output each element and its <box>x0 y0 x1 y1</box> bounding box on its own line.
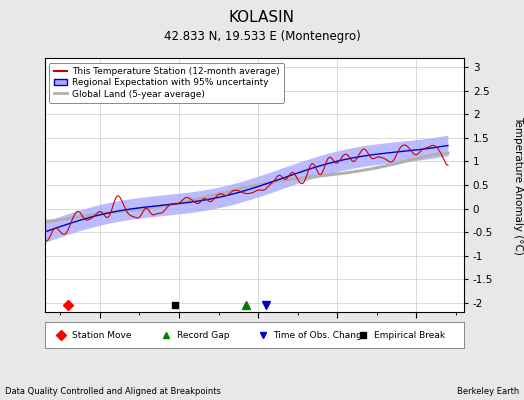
Text: Record Gap: Record Gap <box>177 330 229 340</box>
Text: Time of Obs. Change: Time of Obs. Change <box>273 330 367 340</box>
Text: Station Move: Station Move <box>72 330 132 340</box>
Y-axis label: Temperature Anomaly (°C): Temperature Anomaly (°C) <box>512 116 522 254</box>
Legend: This Temperature Station (12-month average), Regional Expectation with 95% uncer: This Temperature Station (12-month avera… <box>49 62 284 103</box>
Text: Empirical Break: Empirical Break <box>374 330 445 340</box>
Text: Berkeley Earth: Berkeley Earth <box>456 387 519 396</box>
Text: KOLASIN: KOLASIN <box>229 10 295 25</box>
Text: 42.833 N, 19.533 E (Montenegro): 42.833 N, 19.533 E (Montenegro) <box>163 30 361 43</box>
Text: Data Quality Controlled and Aligned at Breakpoints: Data Quality Controlled and Aligned at B… <box>5 387 221 396</box>
